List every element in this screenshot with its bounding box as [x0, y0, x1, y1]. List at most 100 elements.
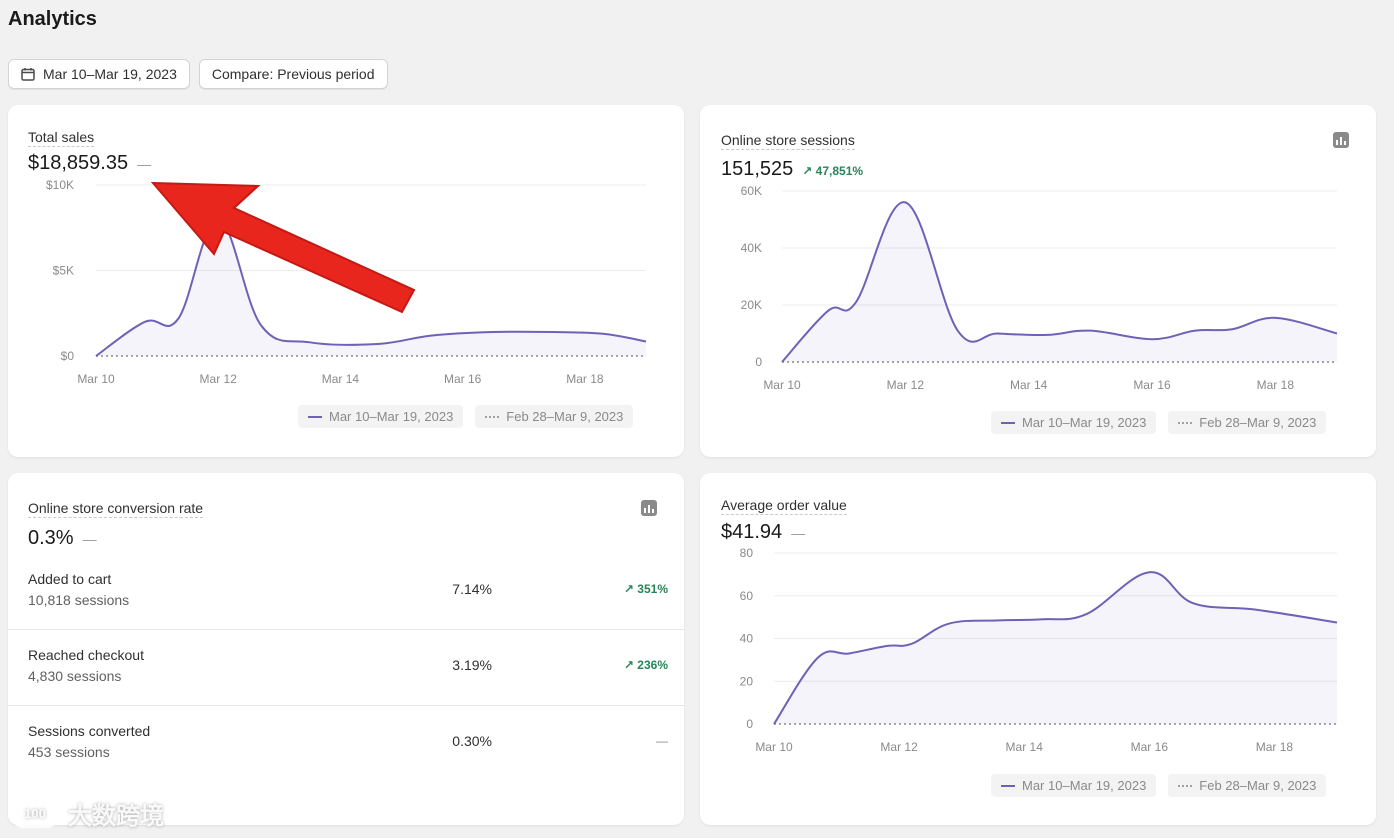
compare-label: Compare: Previous period [211, 66, 375, 82]
funnel-row-sessions-converted: Sessions converted 453 sessions 0.30% — [8, 713, 684, 789]
y-tick-label: 40K [741, 241, 762, 255]
series-line[interactable] [773, 571, 1338, 725]
conversion-card: Online store conversion rate 0.3% — Adde… [8, 473, 684, 825]
legend-line-swatch [308, 415, 322, 418]
y-tick-label: 0 [755, 355, 762, 369]
y-tick-label: $0 [61, 349, 75, 363]
funnel-row-reached-checkout: Reached checkout 4,830 sessions 3.19% ↗ … [8, 637, 684, 713]
watermark: 100 大数跨境 [10, 796, 164, 831]
series-area [96, 219, 646, 356]
toolbar: Mar 10–Mar 19, 2023 Compare: Previous pe… [8, 59, 388, 89]
legend-label: Mar 10–Mar 19, 2023 [1022, 778, 1147, 793]
funnel-percent: 7.14% [452, 581, 492, 597]
x-tick-label: Mar 10 [755, 740, 793, 754]
x-tick-label: Mar 14 [1006, 740, 1044, 754]
legend-line-swatch [1001, 421, 1015, 424]
x-tick-label: Mar 14 [322, 372, 360, 386]
page-title: Analytics [8, 8, 97, 30]
total-sales-title[interactable]: Total sales [28, 129, 95, 147]
watermark-logo: 100 [10, 799, 60, 828]
x-tick-label: Mar 16 [1133, 378, 1171, 392]
y-tick-label: 0 [746, 717, 753, 731]
funnel-label: Added to cart [28, 571, 112, 587]
y-tick-label: 60K [741, 184, 762, 198]
y-tick-label: 40 [740, 632, 754, 646]
conversion-value: 0.3% [28, 527, 74, 549]
sessions-metric: 151,525 ↗ 47,851% [721, 158, 863, 181]
total-sales-change: — [137, 156, 152, 172]
series-line[interactable] [781, 201, 1338, 363]
x-tick-label: Mar 10 [77, 372, 115, 386]
total-sales-value: $18,859.35 [28, 152, 129, 174]
series-area [774, 572, 1337, 724]
watermark-text: 大数跨境 [68, 803, 164, 830]
legend-dotted-swatch [485, 415, 500, 418]
funnel-change: — [656, 734, 668, 748]
funnel-percent: 3.19% [452, 657, 492, 673]
sessions-legend: Mar 10–Mar 19, 2023 Feb 28–Mar 9, 2023 [991, 411, 1327, 434]
aov-title[interactable]: Average order value [721, 497, 847, 515]
x-tick-label: Mar 12 [880, 740, 918, 754]
date-range-label: Mar 10–Mar 19, 2023 [43, 66, 177, 82]
funnel-change: ↗ 236% [623, 658, 668, 672]
funnel-label: Sessions converted [28, 723, 151, 739]
calendar-icon [21, 68, 35, 81]
conversion-title[interactable]: Online store conversion rate [28, 500, 204, 518]
total-sales-card: Total sales $18,859.35 — $10K $5K $0 Mar 10… [8, 105, 684, 457]
funnel-change: ↗ 351% [623, 582, 668, 596]
legend-label: Feb 28–Mar 9, 2023 [506, 409, 624, 424]
legend-label: Mar 10–Mar 19, 2023 [1022, 415, 1147, 430]
legend-previous-period[interactable]: Feb 28–Mar 9, 2023 [475, 405, 634, 428]
x-tick-label: Mar 10 [763, 378, 801, 392]
conversion-metric: 0.3% — [28, 527, 97, 550]
aov-card: Average order value $41.94 — 80 60 40 20 0 Ma… [700, 473, 1376, 825]
x-tick-label: Mar 12 [887, 378, 925, 392]
date-range-button[interactable]: Mar 10–Mar 19, 2023 [8, 59, 190, 89]
y-tick-label: 80 [740, 546, 754, 560]
funnel-label: Reached checkout [28, 647, 144, 663]
legend-previous-period[interactable]: Feb 28–Mar 9, 2023 [1168, 411, 1327, 434]
funnel-percent: 0.30% [452, 733, 492, 749]
legend-label: Feb 28–Mar 9, 2023 [1199, 778, 1317, 793]
series-area [782, 202, 1337, 362]
funnel-row-added-to-cart: Added to cart 10,818 sessions 7.14% ↗ 35… [8, 561, 684, 637]
legend-dotted-swatch [1178, 421, 1193, 424]
legend-line-swatch [1001, 784, 1015, 787]
compare-button[interactable]: Compare: Previous period [198, 59, 388, 89]
x-tick-label: Mar 18 [1256, 740, 1294, 754]
aov-metric: $41.94 — [721, 521, 805, 544]
funnel-sessions: 4,830 sessions [28, 668, 122, 684]
funnel-sessions: 10,818 sessions [28, 592, 130, 608]
x-tick-label: Mar 16 [444, 372, 482, 386]
bar-chart-icon[interactable] [1333, 132, 1349, 148]
y-tick-label: $10K [46, 178, 74, 192]
sessions-value: 151,525 [721, 158, 794, 180]
y-tick-label: $5K [53, 264, 74, 278]
legend-current-period[interactable]: Mar 10–Mar 19, 2023 [298, 405, 464, 428]
legend-previous-period[interactable]: Feb 28–Mar 9, 2023 [1168, 774, 1327, 797]
sessions-change: ↗ 47,851% [802, 164, 864, 178]
sessions-title[interactable]: Online store sessions [721, 132, 855, 150]
aov-legend: Mar 10–Mar 19, 2023 Feb 28–Mar 9, 2023 [991, 774, 1327, 797]
bar-chart-icon[interactable] [641, 500, 657, 516]
sessions-card: Online store sessions 151,525 ↗ 47,851% … [700, 105, 1376, 457]
divider [8, 629, 684, 630]
x-tick-label: Mar 12 [200, 372, 238, 386]
x-tick-label: Mar 16 [1131, 740, 1169, 754]
legend-label: Mar 10–Mar 19, 2023 [329, 409, 454, 424]
legend-current-period[interactable]: Mar 10–Mar 19, 2023 [991, 774, 1157, 797]
divider [8, 705, 684, 706]
x-tick-label: Mar 18 [1257, 378, 1295, 392]
legend-label: Feb 28–Mar 9, 2023 [1199, 415, 1317, 430]
y-tick-label: 20K [741, 298, 762, 312]
legend-current-period[interactable]: Mar 10–Mar 19, 2023 [991, 411, 1157, 434]
funnel-sessions: 453 sessions [28, 744, 110, 760]
total-sales-legend: Mar 10–Mar 19, 2023 Feb 28–Mar 9, 2023 [298, 405, 634, 428]
conversion-change: — [82, 531, 97, 547]
series-line[interactable] [95, 218, 647, 357]
x-tick-label: Mar 14 [1010, 378, 1048, 392]
legend-dotted-swatch [1178, 784, 1193, 787]
